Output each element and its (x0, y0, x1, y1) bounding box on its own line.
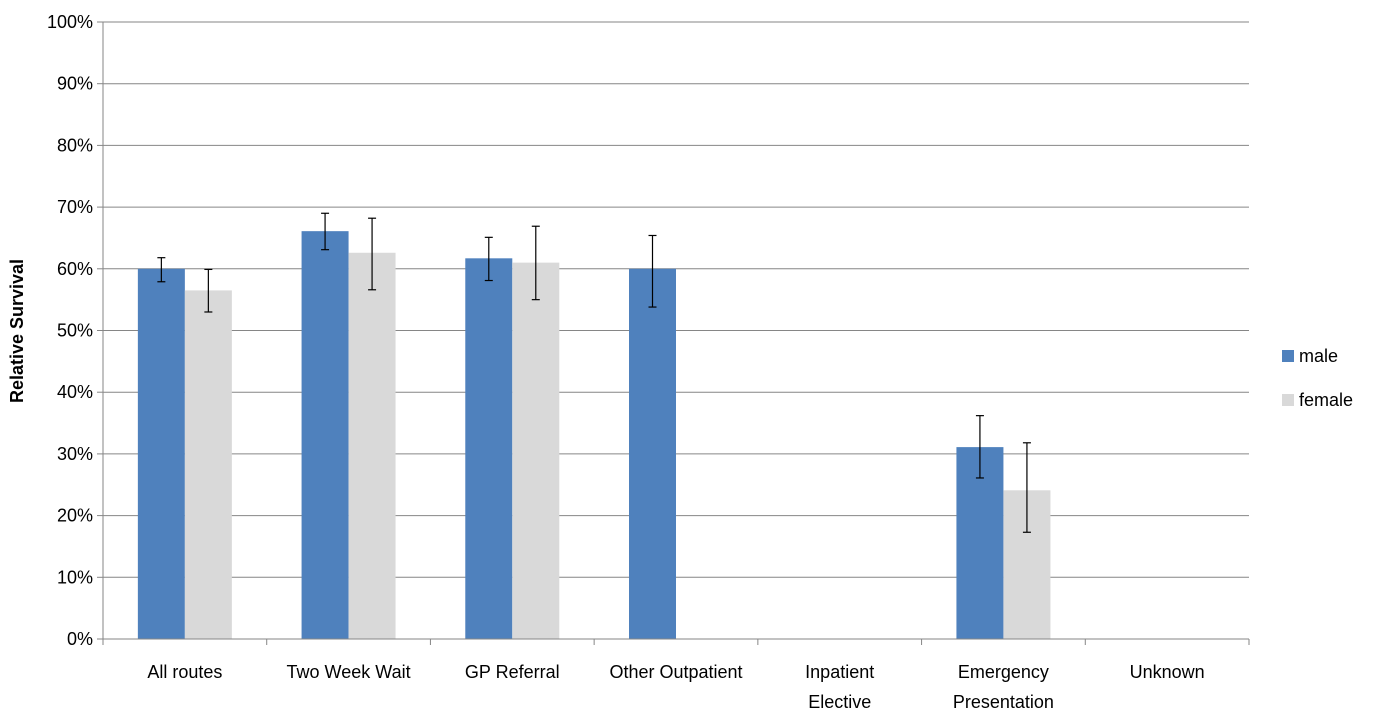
error-bar (484, 236, 493, 282)
error-bars (157, 212, 1031, 533)
y-tick-label: 20% (57, 506, 93, 526)
y-tick-labels: 0% 10% 20% 30% 40% 50% 60% 70% 80% 90% 100% (47, 12, 93, 649)
legend: male female (1282, 346, 1353, 410)
y-tick-label: 70% (57, 197, 93, 217)
x-category-label: Inpatient Elective (805, 662, 874, 712)
bar-male (301, 231, 349, 639)
y-tick-label: 80% (57, 135, 93, 155)
legend-swatch (1282, 350, 1294, 362)
y-tick-label: 100% (47, 12, 93, 32)
x-category-labels: All routes Two Week Wait GP Referral Other … (147, 662, 1204, 712)
error-bar (648, 234, 657, 308)
bar-male (465, 258, 513, 639)
error-bar (321, 212, 330, 251)
error-bar (368, 217, 377, 291)
y-tick-label: 10% (57, 567, 93, 587)
x-category-label: Two Week Wait (287, 662, 411, 682)
y-tick-label: 90% (57, 74, 93, 94)
bar-female (184, 290, 232, 639)
y-axis-title: Relative Survival (7, 259, 27, 403)
legend-label: male (1299, 346, 1338, 366)
x-category-label: All routes (147, 662, 222, 682)
legend-item-female: female (1282, 390, 1353, 410)
legend-swatch (1282, 394, 1294, 406)
x-category-label: Unknown (1130, 662, 1205, 682)
error-bar (531, 225, 540, 301)
y-tick-label: 30% (57, 444, 93, 464)
bars (137, 231, 1051, 639)
error-bar (975, 415, 984, 479)
error-bar (157, 257, 166, 283)
legend-label: female (1299, 390, 1353, 410)
x-category-label: Emergency Presentation (953, 662, 1054, 712)
y-tick-label: 50% (57, 321, 93, 341)
y-tick-label: 40% (57, 382, 93, 402)
bar-female (348, 252, 396, 639)
bar-male (137, 268, 185, 639)
bar-male (629, 268, 676, 639)
error-bar (204, 268, 213, 313)
error-bar (1022, 442, 1031, 533)
bar-male (956, 447, 1004, 639)
y-tick-label: 60% (57, 259, 93, 279)
x-category-label: Other Outpatient (609, 662, 742, 682)
axes (102, 22, 1250, 645)
legend-item-male: male (1282, 346, 1338, 366)
bar-female (512, 262, 560, 639)
x-category-label: GP Referral (465, 662, 560, 682)
y-tick-label: 0% (67, 629, 93, 649)
